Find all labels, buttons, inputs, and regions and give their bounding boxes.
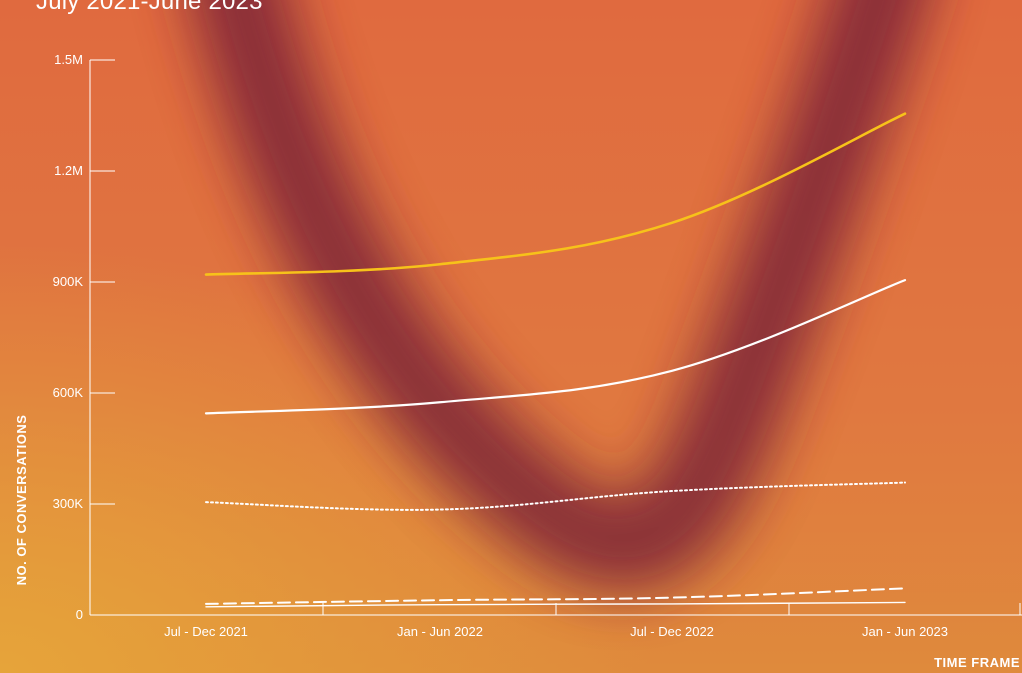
x-tick-label: Jul - Dec 2022 <box>630 624 714 639</box>
chart-subtitle: July 2021-June 2023 <box>36 0 263 15</box>
y-tick-label: 900K <box>53 274 84 289</box>
x-axis-title: TIME FRAME <box>934 655 1020 670</box>
y-axis-title: NO. OF CONVERSATIONS <box>14 415 29 586</box>
series-line-2 <box>204 279 907 415</box>
series-layer <box>204 112 907 608</box>
x-tick-label: Jan - Jun 2023 <box>862 624 948 639</box>
x-tick-label: Jan - Jun 2022 <box>397 624 483 639</box>
series-line-5 <box>205 601 906 608</box>
y-tick-label: 0 <box>76 607 83 622</box>
series-line-4 <box>205 587 906 605</box>
y-tick-label: 1.2M <box>54 163 83 178</box>
y-tick-label: 1.5M <box>54 52 83 67</box>
x-ticks: Jul - Dec 2021 Jan - Jun 2022 Jul - Dec 20… <box>164 603 1021 639</box>
series-line-3 <box>205 481 906 511</box>
decorative-shadow <box>191 0 928 592</box>
y-tick-label: 600K <box>53 385 84 400</box>
series-line-1 <box>204 112 907 276</box>
y-ticks: 0 300K 600K 900K 1.2M 1.5M <box>53 52 115 622</box>
y-tick-label: 300K <box>53 496 84 511</box>
x-tick-label: Jul - Dec 2021 <box>164 624 248 639</box>
